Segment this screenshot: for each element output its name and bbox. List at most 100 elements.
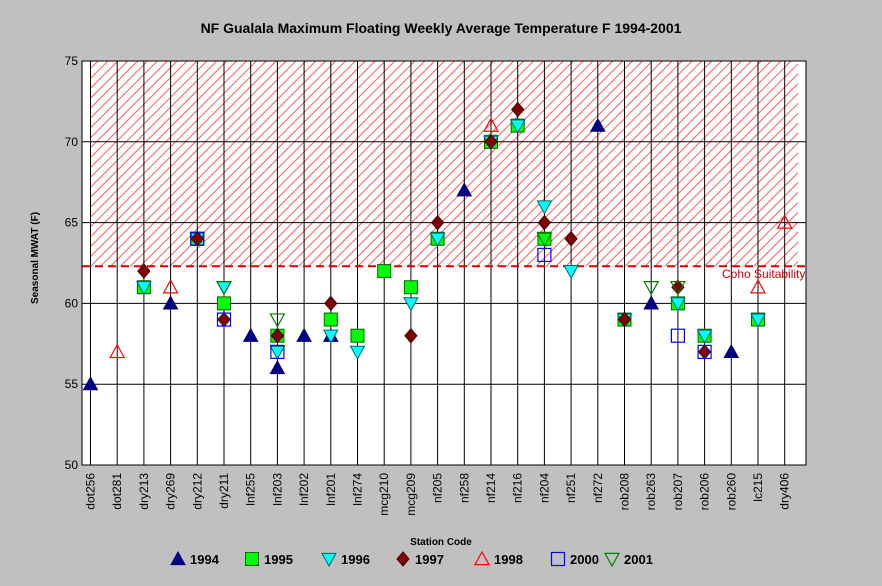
legend-marker-1998 [473,550,491,566]
y-axis-label: Seasonal MWAT (F) [30,212,41,304]
data-point-1994 [589,117,606,132]
data-point-1994 [643,295,660,310]
y-tick-label: 65 [65,216,79,230]
data-point-1994 [162,295,179,310]
data-point-1996 [563,264,579,280]
x-tick-label: dot281 [110,473,124,510]
x-tick-label: rob207 [671,473,685,511]
legend-marker-1996 [321,552,337,568]
data-point-1994 [456,182,473,197]
legend-marker-1997 [396,551,410,567]
data-point-1996 [403,297,419,312]
data-point-2000 [537,247,552,263]
x-tick-label: rob206 [698,473,712,511]
data-point-1996 [136,281,152,296]
data-point-2001 [669,281,686,296]
legend-label-1995: 1995 [264,552,293,567]
data-point-1996 [349,345,366,360]
x-tick-label: dry269 [164,473,178,510]
x-tick-label: dot256 [84,473,98,510]
data-point-1995 [323,312,338,327]
legend-label-2000: 2000 [570,552,599,567]
x-tick-label: dry212 [190,473,204,510]
data-point-2000 [190,231,205,246]
data-point-1996 [750,313,766,328]
y-tick-label: 75 [65,54,79,68]
x-tick-label: rob208 [618,473,632,511]
data-point-1996 [509,119,526,134]
data-point-1994 [723,343,740,358]
data-point-1997 [617,311,632,328]
x-tick-label: lnf202 [297,473,311,506]
data-point-2000 [216,312,232,327]
x-tick-label: lnf255 [244,473,258,506]
data-point-1997 [430,214,445,231]
x-tick-label: dry406 [778,473,792,510]
legend-marker-1994 [170,550,186,566]
data-point-1997 [137,263,151,279]
x-tick-label: nf204 [537,473,551,503]
x-axis-label: Station Code [410,537,472,548]
threshold-label: Coho Suitability [722,267,805,281]
x-tick-label: dry213 [137,473,151,510]
legend-marker-2000 [550,551,566,567]
y-tick-label: 60 [65,296,79,310]
data-point-2000 [270,344,285,359]
x-tick-label: lnf201 [324,473,338,506]
x-tick-label: nf272 [591,473,605,503]
data-point-1997 [324,295,338,312]
plot-area: 50 55 60 65 70 75 dot256 dot281 dry213 dry269 dry2… [65,54,807,516]
data-point-1994 [242,327,259,342]
data-point-1998 [162,279,179,294]
data-point-2000 [670,328,686,343]
data-point-1997 [537,214,552,231]
x-tick-label: nf251 [564,473,578,503]
data-point-1997 [511,101,525,118]
x-tick-label: lc215 [751,473,765,502]
data-point-1998 [109,343,126,359]
x-tick-label: mcg210 [377,473,391,516]
data-point-1997 [404,327,418,344]
data-point-1996 [322,329,339,344]
x-tick-label: dry211 [217,473,231,509]
x-tick-label: rob260 [724,473,738,511]
legend-label-2001: 2001 [624,552,653,567]
data-point-1996 [696,329,713,344]
data-point-1994 [269,360,286,375]
legend-label-1998: 1998 [494,552,523,567]
data-point-2001 [215,281,233,296]
data-point-1994 [82,376,99,391]
data-point-2001 [643,281,660,296]
data-point-1995 [350,328,365,343]
x-tick-label: nf258 [457,473,471,503]
chart-title: NF Gualala Maximum Floating Weekly Avera… [201,20,682,36]
x-tick-label: mcg209 [404,473,418,516]
legend: 1994 1995 1996 1997 1998 2000 2001 [170,550,653,568]
data-point-2001 [269,313,286,328]
legend-label-1997: 1997 [415,552,444,567]
x-tick-label: lnf274 [351,473,365,506]
data-point-1996 [429,232,446,247]
data-point-1998 [482,117,500,132]
y-tick-label: 55 [65,377,79,391]
legend-label-1994: 1994 [190,552,220,567]
x-tick-label: nf205 [431,473,445,503]
data-point-2001 [536,232,553,247]
legend-label-1996: 1996 [341,552,370,567]
x-tick-label: nf216 [511,473,525,503]
x-tick-label: nf214 [484,473,498,503]
plot-frame [81,60,807,466]
data-point-1995 [217,296,231,311]
y-tick-label: 70 [65,135,79,149]
data-point-1994 [296,327,312,342]
data-point-1997 [270,327,285,344]
data-point-1996 [536,200,553,215]
x-tick-label: rob263 [644,473,658,511]
data-point-1996 [670,297,686,312]
data-point-1997 [484,134,498,150]
data-point-1995 [377,264,392,279]
data-point-1998 [749,279,767,294]
data-point-1998 [776,214,793,229]
